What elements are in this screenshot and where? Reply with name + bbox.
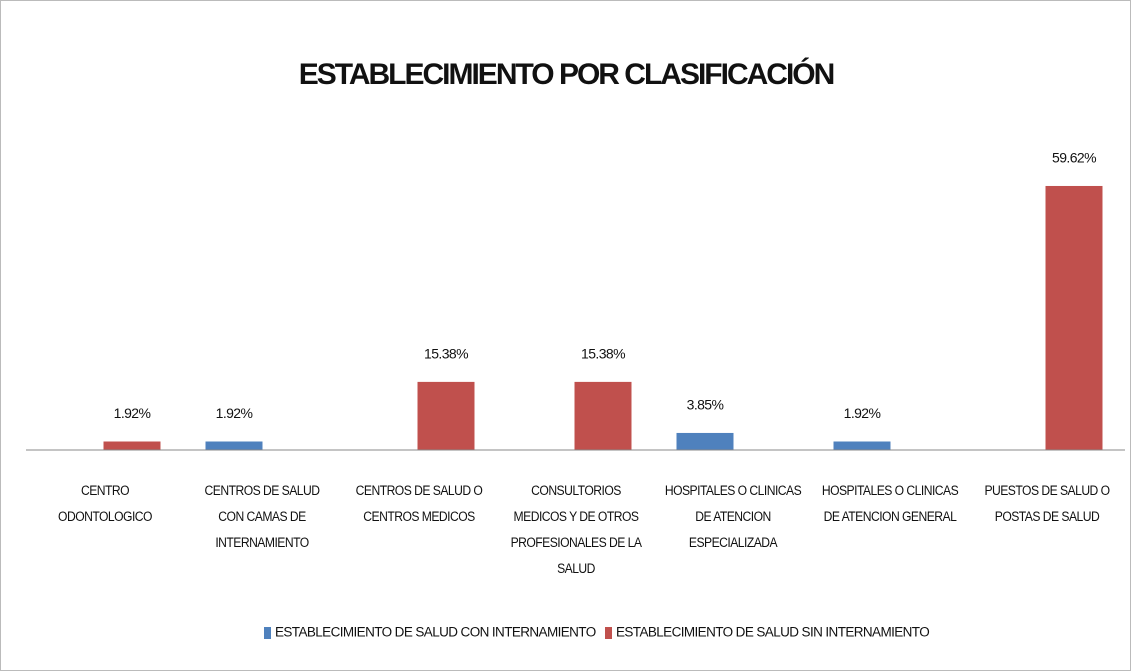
data-label: 1.92% xyxy=(114,405,151,421)
x-tick-label: CONSULTORIOS MEDICOS Y DE OTROS PROFESIO… xyxy=(510,483,641,576)
data-label: 15.38% xyxy=(581,346,625,362)
bar xyxy=(205,441,263,450)
bar xyxy=(103,441,161,450)
x-tick-label: HOSPITALES O CLINICAS DE ATENCION GENERA… xyxy=(821,483,958,524)
legend-swatch xyxy=(264,627,271,639)
data-label: 3.85% xyxy=(687,397,724,413)
legend-label: ESTABLECIMIENTO DE SALUD SIN INTERNAMIEN… xyxy=(616,625,929,640)
data-label: 15.38% xyxy=(424,346,468,362)
bar xyxy=(417,381,475,450)
x-tick-label: CENTROS DE SALUD CON CAMAS DE INTERNAMIE… xyxy=(204,483,319,550)
x-tick-label: PUESTOS DE SALUD O POSTAS DE SALUD xyxy=(983,483,1110,524)
bar xyxy=(574,381,632,450)
data-label: 1.92% xyxy=(216,405,253,421)
x-tick-label: HOSPITALES O CLINICAS DE ATENCION ESPECI… xyxy=(664,483,801,550)
data-label: 1.92% xyxy=(844,405,881,421)
x-tick-label: CENTRO ODONTOLOGICO xyxy=(57,483,152,524)
chart-title: ESTABLECIMIENTO POR CLASIFICACIÓN xyxy=(299,57,834,91)
data-label: 59.62% xyxy=(1052,150,1096,166)
legend-label: ESTABLECIMIENTO DE SALUD CON INTERNAMIEN… xyxy=(275,625,596,640)
bar xyxy=(833,441,891,450)
bar xyxy=(676,432,734,450)
x-tick-label: CENTROS DE SALUD O CENTROS MEDICOS xyxy=(355,483,482,524)
legend-swatch xyxy=(605,627,612,639)
bar xyxy=(1045,185,1103,450)
